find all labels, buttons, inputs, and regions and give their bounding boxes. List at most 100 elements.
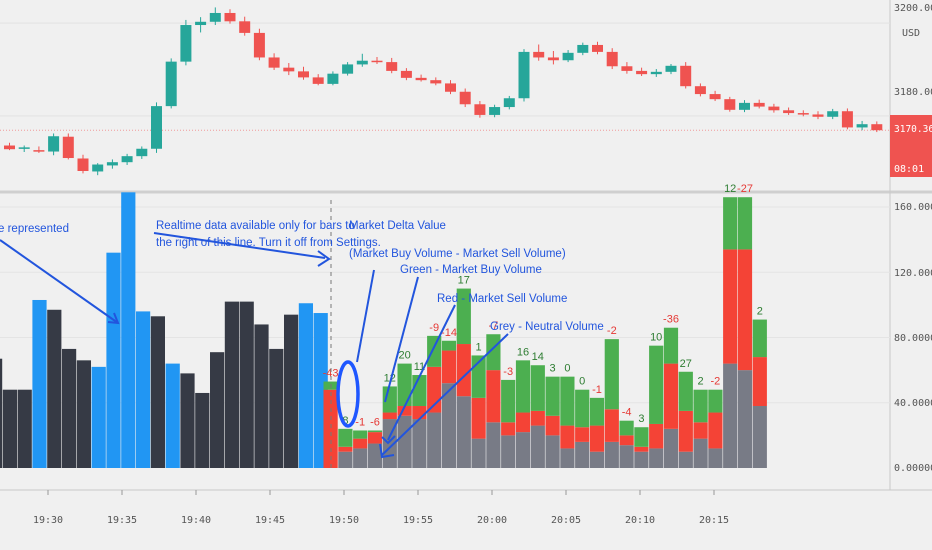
buy-volume-segment [486, 334, 501, 371]
countdown-label: 08:01 [894, 164, 924, 175]
neutral-volume-segment [649, 448, 664, 468]
delta-label: 27 [680, 358, 692, 370]
delta-label: 16 [517, 346, 529, 358]
candle-body [518, 51, 530, 99]
sell-volume-segment [456, 344, 471, 397]
sell-volume-segment [323, 389, 338, 468]
last-price-label: 3170.369907 [894, 124, 932, 135]
price-tick-3180: 3180.000000 [894, 87, 932, 98]
candle-body [871, 124, 883, 131]
sell-volume-segment [723, 249, 738, 364]
neutral-volume-segment [412, 419, 427, 468]
sell-volume-segment [693, 422, 708, 439]
candle-body [724, 99, 736, 110]
annotation-red: Red - Market Sell Volume [437, 293, 567, 305]
history-volume-bar [165, 363, 180, 468]
sell-volume-segment [353, 438, 368, 449]
delta-label: 8 [342, 415, 348, 427]
neutral-volume-segment [427, 412, 442, 468]
history-volume-bar [76, 360, 91, 468]
candle-body [606, 51, 618, 67]
candle-body [621, 66, 633, 71]
candle-body [489, 107, 501, 115]
sell-volume-segment [515, 412, 531, 433]
history-volume-bar [210, 352, 225, 468]
history-volume-bar [62, 348, 77, 468]
delta-label: 1 [476, 341, 482, 353]
time-tick-label: 20:00 [477, 515, 507, 526]
candle-body [812, 114, 824, 117]
neutral-volume-segment [367, 443, 383, 468]
neutral-volume-segment [737, 370, 753, 468]
time-tick-label: 19:30 [33, 515, 63, 526]
sell-volume-segment [501, 422, 516, 436]
delta-label: -2 [711, 376, 721, 388]
candle-body [195, 21, 207, 26]
neutral-volume-segment [515, 432, 531, 468]
buy-volume-segment [678, 371, 693, 411]
candle-body [4, 145, 15, 150]
history-volume-bar [47, 309, 62, 468]
sell-volume-segment [560, 425, 575, 449]
delta-label: 20 [398, 350, 410, 362]
time-tick-label: 20:15 [699, 515, 729, 526]
time-tick-label: 19:50 [329, 515, 359, 526]
sell-volume-segment [441, 350, 457, 384]
time-tick-label: 19:35 [107, 515, 137, 526]
neutral-volume-segment [501, 435, 516, 468]
sell-volume-segment [575, 427, 590, 442]
delta-label: 14 [532, 351, 544, 363]
delta-label: 2 [757, 306, 763, 318]
annotation-delta-formula: (Market Buy Volume - Market Sell Volume) [349, 248, 566, 260]
sell-volume-segment [752, 357, 767, 407]
history-volume-bar [32, 299, 47, 468]
time-tick-label: 19:45 [255, 515, 285, 526]
delta-label: 2 [698, 376, 704, 388]
time-tick-label: 20:10 [625, 515, 655, 526]
sell-volume-segment [530, 410, 545, 426]
candle-body [694, 86, 706, 95]
delta-label: -9 [429, 322, 439, 334]
buy-volume-segment [737, 197, 753, 250]
candle-body [797, 113, 809, 115]
candle-body [121, 156, 133, 163]
annotation-realtime-2: the right of this line. Turn it off from… [156, 237, 381, 249]
candle-body [165, 61, 177, 107]
candle-body [650, 71, 662, 75]
candle-body [709, 94, 721, 100]
delta-label: -14 [441, 327, 457, 339]
delta-label: 11 [414, 361, 425, 373]
vol-tick-120: 120.000000 [894, 268, 932, 279]
buy-volume-segment [649, 345, 664, 424]
candle-body [209, 12, 221, 22]
neutral-volume-segment [456, 396, 471, 468]
sell-volume-segment [338, 446, 353, 452]
sell-volume-segment [619, 435, 634, 446]
candle-body [636, 70, 648, 75]
buy-volume-segment [663, 327, 679, 364]
history-volume-bar [254, 324, 269, 468]
neutral-volume-segment [441, 383, 457, 468]
candle-body [342, 64, 354, 74]
neutral-volume-segment [486, 422, 501, 468]
sell-volume-segment [545, 415, 560, 436]
history-volume-bar [121, 192, 136, 468]
neutral-volume-segment [723, 363, 738, 468]
candle-body [445, 83, 456, 92]
vol-tick-0: 0.000000 [894, 463, 932, 474]
candle-body [533, 51, 545, 58]
sell-volume-segment [486, 370, 501, 423]
candle-body [768, 106, 780, 111]
buy-volume-segment [752, 319, 767, 358]
delta-label: -1 [592, 384, 602, 396]
candle-body [239, 21, 251, 33]
vol-tick-160: 160.000000 [894, 202, 932, 213]
sell-volume-segment [367, 432, 383, 444]
annotation-represented: e represented [0, 223, 69, 235]
candle-body [856, 124, 868, 128]
history-volume-bar [2, 389, 17, 468]
delta-label: 3 [638, 413, 644, 425]
delta-label: -27 [737, 183, 753, 195]
candle-body [592, 44, 603, 52]
